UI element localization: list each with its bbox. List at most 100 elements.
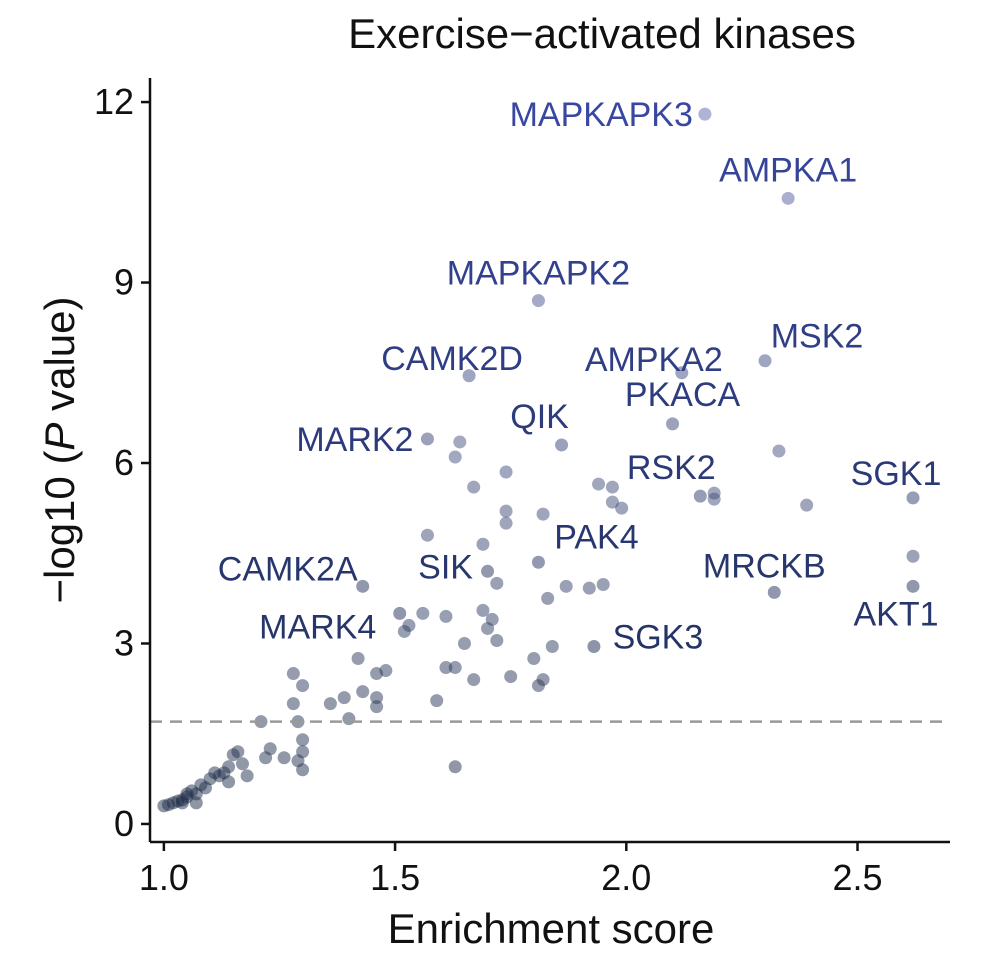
x-tick-label: 1.5	[370, 857, 420, 898]
kinase-point	[467, 480, 481, 494]
kinase-point-qik	[555, 438, 569, 452]
kinase-point	[198, 781, 212, 795]
kinase-point	[582, 581, 596, 595]
kinase-point	[559, 579, 573, 593]
y-axis-title: −log10 (P value)	[36, 296, 83, 603]
kinase-point	[476, 603, 490, 617]
kinase-point-mark4	[393, 606, 407, 620]
kinase-label-sik: SIK	[418, 548, 473, 586]
kinase-point	[707, 492, 721, 506]
kinase-point	[397, 624, 411, 638]
kinase-point	[499, 465, 513, 479]
kinase-label-mapkapk3: MAPKAPK3	[510, 96, 693, 134]
kinase-label-camk2d: CAMK2D	[381, 340, 523, 378]
kinase-point	[772, 444, 786, 458]
x-tick-label: 2.0	[601, 857, 651, 898]
kinase-point	[370, 691, 384, 705]
y-tick-label: 9	[114, 262, 134, 303]
kinase-point	[448, 760, 462, 774]
kinase-point	[277, 751, 291, 765]
kinase-point	[439, 609, 453, 623]
kinase-point	[222, 775, 236, 789]
kinase-point-ampka1	[781, 191, 795, 205]
kinase-point	[240, 769, 254, 783]
kinase-point-camk2d	[462, 369, 476, 383]
kinase-point-mrckb	[767, 585, 781, 599]
kinase-point	[457, 636, 471, 650]
kinase-point-msk2	[758, 354, 772, 368]
kinase-label-mapkapk2: MAPKAPK2	[447, 255, 630, 293]
kinase-point	[189, 796, 203, 810]
kinase-point	[596, 578, 610, 592]
kinase-label-mark2: MARK2	[296, 421, 413, 459]
kinase-label-rsk2: RSK2	[627, 449, 716, 487]
kinase-point-sgk1	[906, 491, 920, 505]
kinase-point	[175, 796, 189, 810]
kinase-point-pkaca	[666, 417, 680, 431]
kinase-label-pkaca: PKACA	[625, 376, 741, 414]
kinase-point	[906, 549, 920, 563]
kinase-label-mrckb: MRCKB	[703, 547, 826, 585]
kinase-point	[286, 667, 300, 681]
kinase-point	[527, 652, 541, 666]
y-tick-label: 0	[114, 803, 134, 844]
kinase-point	[499, 516, 513, 530]
kinase-point	[370, 700, 384, 714]
kinase-point-sgk3	[587, 639, 601, 653]
kinase-point	[226, 748, 240, 762]
kinase-point	[467, 673, 481, 687]
kinase-point	[157, 799, 171, 813]
kinase-point-pak4	[531, 555, 545, 569]
kinase-label-qik: QIK	[510, 398, 569, 436]
kinase-point	[490, 576, 504, 590]
kinase-point-mapkapk3	[698, 107, 712, 121]
kinase-point	[296, 733, 310, 747]
kinase-point	[259, 751, 273, 765]
kinase-point	[323, 697, 337, 711]
x-tick-label: 2.5	[832, 857, 882, 898]
kinase-point	[481, 621, 495, 635]
kinase-point	[235, 757, 249, 771]
chart-title: Exercise−activated kinases	[348, 10, 856, 57]
points-layer	[157, 107, 920, 813]
kinase-label-ampka2: AMPKA2	[585, 341, 723, 379]
kinase-point	[430, 694, 444, 708]
kinase-point	[351, 652, 365, 666]
kinase-point-rsk2	[693, 489, 707, 503]
kinase-point	[453, 435, 467, 449]
kinase-point-ampka2	[675, 366, 689, 380]
kinase-point	[296, 745, 310, 759]
y-axis-title-suffix: value)	[36, 296, 83, 422]
kinase-point	[420, 528, 434, 542]
kinase-point	[490, 633, 504, 647]
kinase-point	[499, 504, 513, 518]
kinase-point-mark2	[420, 432, 434, 446]
y-axis-title-italic: P	[36, 423, 83, 451]
kinase-point	[615, 501, 629, 515]
kinase-point	[504, 670, 518, 684]
kinase-point	[592, 477, 606, 491]
kinase-label-sgk1: SGK1	[851, 455, 942, 493]
y-tick-label: 6	[114, 442, 134, 483]
y-axis-title-prefix: −log10 (	[36, 451, 83, 604]
kinase-point	[476, 537, 490, 551]
kinase-point	[605, 495, 619, 509]
kinase-label-ampka1: AMPKA1	[719, 151, 857, 189]
kinase-point	[541, 591, 555, 605]
kinase-point	[416, 606, 430, 620]
x-tick-label: 1.0	[139, 857, 189, 898]
kinase-point	[545, 639, 559, 653]
kinase-point	[286, 697, 300, 711]
kinase-point-akt1	[906, 579, 920, 593]
kinase-label-akt1: AKT1	[853, 595, 938, 633]
x-axis-ticks: 1.0 1.5 2.0 2.5	[139, 842, 883, 898]
y-axis-ticks: 0 3 6 9 12	[94, 81, 150, 844]
kinase-point	[337, 691, 351, 705]
kinase-point	[448, 450, 462, 464]
kinase-point-sik	[481, 564, 495, 578]
kinase-point	[536, 673, 550, 687]
x-axis-title: Enrichment score	[388, 905, 715, 952]
kinase-label-msk2: MSK2	[771, 318, 864, 356]
kinase-point	[342, 712, 356, 726]
